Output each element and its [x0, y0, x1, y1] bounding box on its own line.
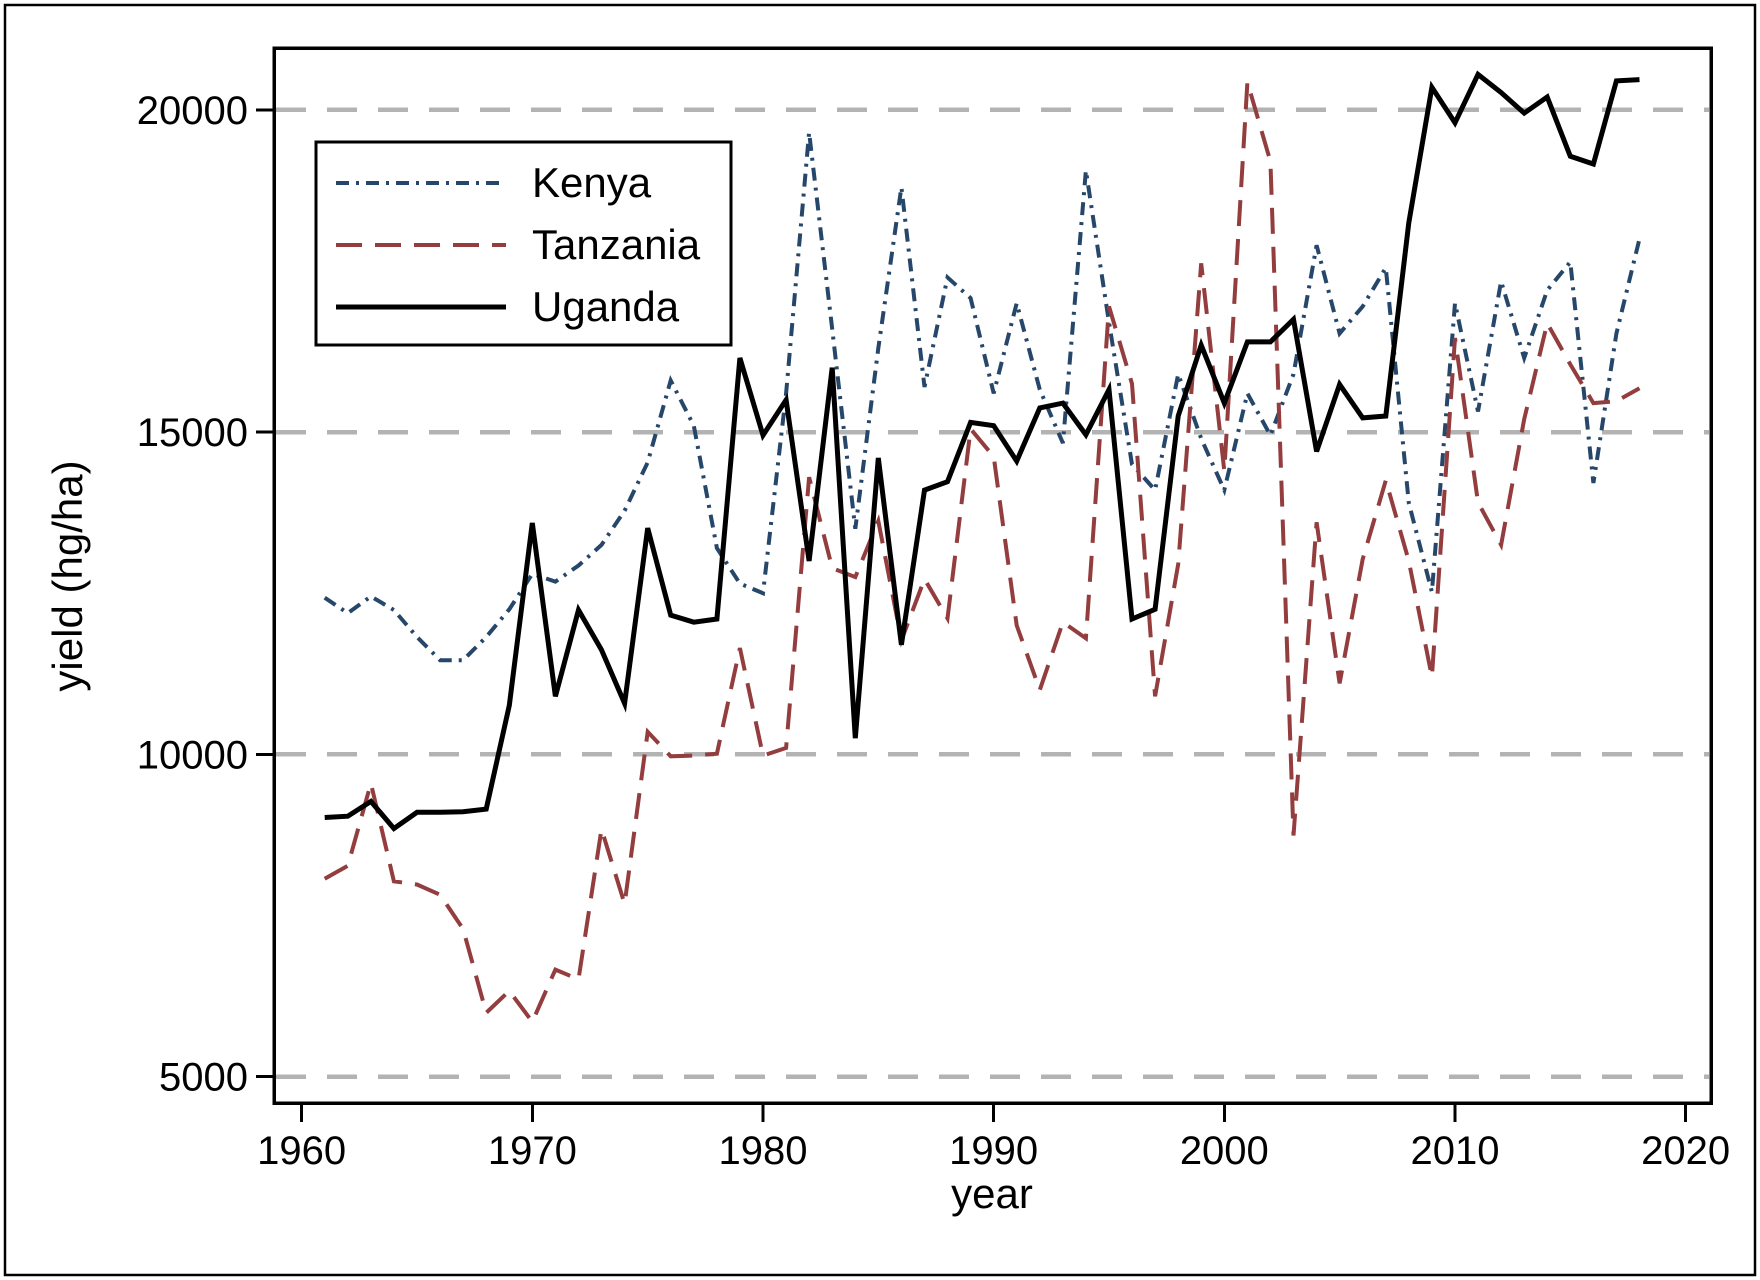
legend-label-tanzania: Tanzania: [532, 221, 701, 268]
axis-ticks: [256, 108, 1688, 1122]
x-axis-title: year: [951, 1170, 1033, 1217]
x-tick-label-1960: 1960: [257, 1129, 346, 1173]
legend: Kenya Tanzania Uganda: [314, 140, 733, 347]
x-tick-label-1990: 1990: [949, 1129, 1038, 1173]
uganda-line: [324, 70, 1640, 832]
x-tick-label-2010: 2010: [1410, 1129, 1499, 1173]
y-tick-label-5000: 5000: [159, 1056, 248, 1100]
data-series: [323, 70, 1642, 1026]
figure-border: [3, 3, 1757, 1277]
legend-label-uganda: Uganda: [532, 283, 680, 330]
kenya-line: [323, 132, 1642, 663]
legend-label-kenya: Kenya: [532, 159, 652, 206]
x-tick-label-2020: 2020: [1641, 1129, 1730, 1173]
y-tick-label-10000: 10000: [137, 733, 248, 777]
x-tick-label-2000: 2000: [1180, 1129, 1269, 1173]
y-tick-label-20000: 20000: [137, 89, 248, 133]
y-axis-title: yield (hg/ha): [44, 460, 91, 691]
x-tick-label-1980: 1980: [719, 1129, 808, 1173]
y-tick-label-15000: 15000: [137, 411, 248, 455]
x-tick-label-1970: 1970: [488, 1129, 577, 1173]
axis-tick-labels: 5000 10000 15000 20000 1960 1970 1980 1990 2000 2…: [137, 89, 1730, 1173]
tanzania-line: [323, 81, 1641, 1026]
